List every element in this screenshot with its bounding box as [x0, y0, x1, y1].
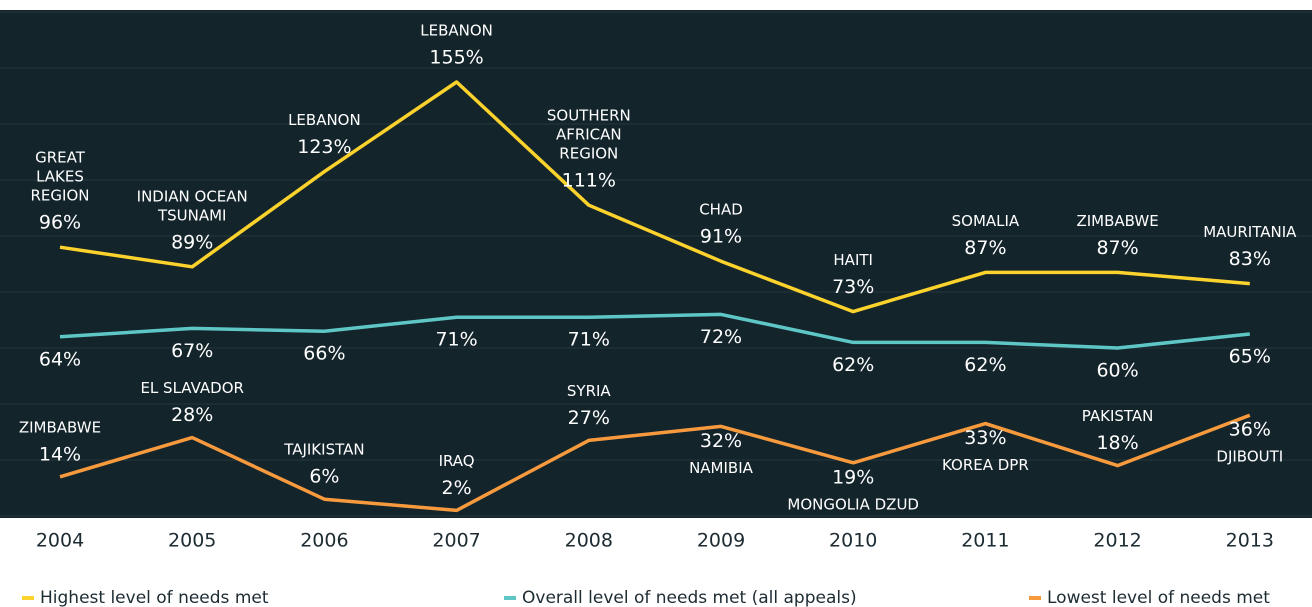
x-tick-label: 2010: [829, 530, 877, 552]
series-line: [59, 413, 1251, 513]
series-line: [59, 80, 1250, 314]
data-label: 36%: [1229, 419, 1271, 441]
data-label: 19%: [832, 466, 874, 488]
data-label: 33%: [964, 427, 1006, 449]
point-annotation: CHAD: [699, 201, 743, 219]
point-annotation: LEBANON: [420, 22, 493, 40]
point-annotation: SYRIA: [567, 382, 612, 400]
point-annotation: TAJIKISTAN: [283, 441, 364, 459]
x-tick-label: 2011: [961, 530, 1009, 552]
x-tick-label: 2009: [697, 530, 745, 552]
point-annotation: SOUTHERN: [547, 107, 631, 125]
point-annotation: REGION: [31, 187, 90, 205]
data-label: 91%: [700, 226, 742, 248]
data-label: 32%: [700, 430, 742, 452]
data-label: 73%: [832, 276, 874, 298]
point-annotation: INDIAN OCEAN: [137, 187, 248, 205]
data-label: 28%: [171, 404, 213, 426]
data-label: 83%: [1229, 248, 1271, 270]
data-label: 71%: [435, 329, 477, 351]
point-annotation: REGION: [559, 145, 618, 163]
x-tick-label: 2013: [1226, 530, 1274, 552]
point-annotation: NAMIBIA: [689, 459, 754, 477]
legend-label: Highest level of needs met: [40, 588, 269, 607]
data-label: 60%: [1096, 360, 1138, 382]
point-annotation: TSUNAMI: [157, 206, 227, 224]
data-label: 67%: [171, 340, 213, 362]
x-tick-label: 2005: [168, 530, 216, 552]
data-label: 87%: [964, 237, 1006, 259]
data-label: 18%: [1096, 432, 1138, 454]
data-label: 64%: [39, 348, 81, 370]
legend-label: Lowest level of needs met: [1047, 588, 1270, 607]
point-annotation: GREAT: [35, 149, 86, 167]
data-label: 96%: [39, 212, 81, 234]
point-annotation: HAITI: [833, 251, 873, 269]
x-tick-label: 2012: [1093, 530, 1141, 552]
point-annotation: EL SLAVADOR: [140, 379, 243, 397]
data-label: 123%: [297, 136, 351, 158]
data-label: 65%: [1229, 346, 1271, 368]
data-label: 71%: [568, 329, 610, 351]
x-tick-label: 2004: [36, 530, 84, 552]
data-label: 72%: [700, 326, 742, 348]
point-annotation: DJIBOUTI: [1216, 448, 1283, 466]
legend-label: Overall level of needs met (all appeals): [522, 588, 857, 607]
point-annotation: KOREA DPR: [942, 456, 1029, 474]
point-annotation: ZIMBABWE: [19, 418, 101, 436]
data-label: 111%: [562, 170, 616, 192]
point-annotation: SOMALIA: [952, 212, 1020, 230]
data-label: 2%: [442, 477, 472, 499]
data-label: 62%: [964, 354, 1006, 376]
data-label: 66%: [303, 343, 345, 365]
x-tick-label: 2006: [300, 530, 348, 552]
point-annotation: MAURITANIA: [1203, 223, 1297, 241]
data-label: 14%: [39, 443, 81, 465]
point-annotation: LAKES: [36, 168, 84, 186]
data-label: 87%: [1096, 237, 1138, 259]
x-tick-label: 2007: [432, 530, 480, 552]
data-label: 62%: [832, 354, 874, 376]
point-annotation: MONGOLIA DZUD: [787, 495, 919, 513]
data-label: 89%: [171, 231, 213, 253]
point-annotation: ZIMBABWE: [1076, 212, 1158, 230]
data-label: 155%: [429, 47, 483, 69]
data-label: 27%: [568, 407, 610, 429]
series-line: [59, 312, 1250, 350]
point-annotation: IRAQ: [439, 452, 475, 470]
point-annotation: PAKISTAN: [1082, 407, 1154, 425]
point-annotation: LEBANON: [288, 111, 361, 129]
x-tick-label: 2008: [565, 530, 613, 552]
data-label: 6%: [309, 466, 339, 488]
point-annotation: AFRICAN: [556, 126, 622, 144]
